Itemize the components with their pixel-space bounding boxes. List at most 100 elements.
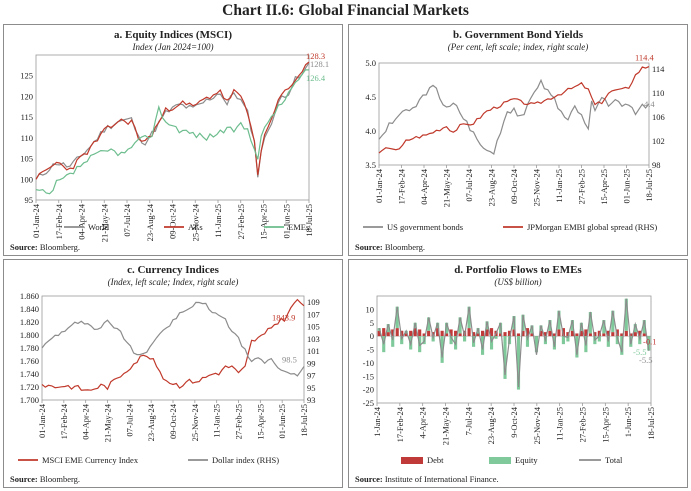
panel-subtitle: Index (Jan 2024=100) xyxy=(132,42,214,52)
y-tick-label: 125 xyxy=(20,71,33,81)
legend-label: EMEs xyxy=(288,222,309,232)
bar-debt xyxy=(615,329,619,337)
x-tick-label: 23-Aug-24 xyxy=(486,406,496,444)
y-tick-label: 1.740 xyxy=(20,369,39,379)
y-tick-label: -25 xyxy=(363,398,374,408)
bar-debt xyxy=(525,328,530,337)
bar-debt xyxy=(584,329,588,337)
bar-debt xyxy=(620,333,624,337)
bar-debt xyxy=(611,332,615,337)
bar-debt xyxy=(431,332,435,337)
y2-tick-label: 103 xyxy=(307,334,320,344)
end-value-label: -5.5 xyxy=(633,347,646,357)
panel-title: d. Portfolio Flows to EMEs xyxy=(454,264,582,276)
bar-debt xyxy=(386,332,390,337)
x-tick-label: 04-Apr-24 xyxy=(419,168,429,204)
y-tick-label: 105 xyxy=(20,154,33,164)
y-tick-label: 120 xyxy=(20,91,33,101)
legend-label: AEs xyxy=(188,222,203,232)
bar-equity xyxy=(445,322,449,334)
x-tick-label: 01-Jun-25 xyxy=(622,169,632,203)
panel-title: b. Government Bond Yields xyxy=(453,29,583,41)
bar-debt xyxy=(440,330,444,337)
bar-debt xyxy=(575,333,579,337)
bar-debt xyxy=(404,333,408,337)
bar-equity xyxy=(633,324,637,333)
bar-debt xyxy=(422,333,426,337)
bar-debt xyxy=(588,333,592,337)
panel-equity-indices: a. Equity Indices (MSCI) Index (Jan 2024… xyxy=(3,24,343,256)
end-value-label: 126.4 xyxy=(306,73,326,83)
bar-equity xyxy=(395,306,399,329)
x-tick-label: 01-Jun-25 xyxy=(277,404,287,438)
bar-debt xyxy=(593,332,597,337)
bar-equity xyxy=(615,336,619,345)
x-tick-label: 25-Nov-24 xyxy=(190,203,200,241)
bar-debt xyxy=(382,328,386,337)
bar-debt xyxy=(418,329,422,337)
y-tick-label: 95 xyxy=(25,195,34,205)
bar-equity xyxy=(467,306,471,329)
bar-equity xyxy=(566,336,570,342)
bar-debt xyxy=(485,329,489,337)
bar-equity xyxy=(588,312,592,334)
y-tick-label: -5 xyxy=(367,345,374,355)
chart-main-title: Chart II.6: Global Financial Markets xyxy=(222,2,469,19)
legend-label: JPMorgan EMBI global spread (RHS) xyxy=(527,222,657,232)
bar-equity xyxy=(427,317,431,331)
x-tick-label: 04-Apr-24 xyxy=(77,203,87,239)
bar-debt xyxy=(530,333,534,337)
bar-equity xyxy=(458,317,462,334)
y-tick-label: -10 xyxy=(363,358,374,368)
bar-debt xyxy=(521,330,525,337)
y2-tick-label: 114 xyxy=(652,64,665,74)
bar-debt xyxy=(552,333,556,337)
y2-tick-label: 98 xyxy=(652,160,661,170)
bar-debt xyxy=(449,329,453,337)
bar-debt xyxy=(489,328,494,337)
x-tick-label: 11-Jan-25 xyxy=(555,407,565,441)
x-tick-label: 23-Aug-24 xyxy=(146,403,156,441)
bar-equity xyxy=(440,336,444,363)
x-tick-label: 07-Jul-24 xyxy=(122,203,132,236)
end-value-label: 128.3 xyxy=(306,51,325,61)
y-tick-label: 1.840 xyxy=(20,304,39,314)
y-tick-label: 1.760 xyxy=(20,356,39,366)
bar-debt xyxy=(624,330,628,337)
bar-debt xyxy=(579,330,583,337)
bar-debt xyxy=(606,330,610,337)
bar-debt xyxy=(633,332,637,337)
panel-subtitle: (US$ billion) xyxy=(494,277,542,287)
bar-equity xyxy=(557,310,561,330)
bar-equity xyxy=(480,336,485,355)
x-tick-label: 25-Nov-24 xyxy=(532,168,542,206)
x-tick-label: 01-Jan-24 xyxy=(37,403,47,438)
bar-debt xyxy=(454,330,458,337)
panel-portfolio-flows: d. Portfolio Flows to EMEs (US$ billion)… xyxy=(348,259,688,488)
x-tick-label: 18-Jul-25 xyxy=(646,407,656,440)
y-tick-label: 1.780 xyxy=(20,343,39,353)
legend-swatch xyxy=(401,457,423,464)
x-tick-label: 25-Nov-24 xyxy=(190,403,200,441)
x-tick-label: 11-Jan-25 xyxy=(212,404,222,438)
bar-debt xyxy=(427,330,431,337)
x-tick-label: 25-Nov-24 xyxy=(532,406,542,444)
x-tick-label: 15-Apr-25 xyxy=(599,169,609,205)
legend-label: Dollar index (RHS) xyxy=(212,455,279,465)
end-value-label: 4.4 xyxy=(644,99,655,109)
bar-debt xyxy=(642,333,646,337)
bar-debt xyxy=(570,330,574,337)
x-tick-label: 18-Jul-25 xyxy=(644,169,654,202)
y-tick-label: 1.820 xyxy=(20,317,39,327)
x-tick-label: 01-Jun-25 xyxy=(281,204,291,238)
series-line-emes xyxy=(35,69,310,195)
series-line-embi-spread xyxy=(378,66,650,154)
x-tick-label: 17-Feb-24 xyxy=(395,406,405,442)
x-tick-label: 18-Jul-25 xyxy=(299,404,309,437)
x-tick-label: 27-Feb-25 xyxy=(234,404,244,439)
y-tick-label: 100 xyxy=(20,174,33,184)
x-tick-label: 11-Jan-25 xyxy=(554,169,564,203)
legend-label: Total xyxy=(605,455,623,465)
x-tick-label: 21-May-24 xyxy=(103,403,113,442)
bar-debt xyxy=(543,332,548,337)
